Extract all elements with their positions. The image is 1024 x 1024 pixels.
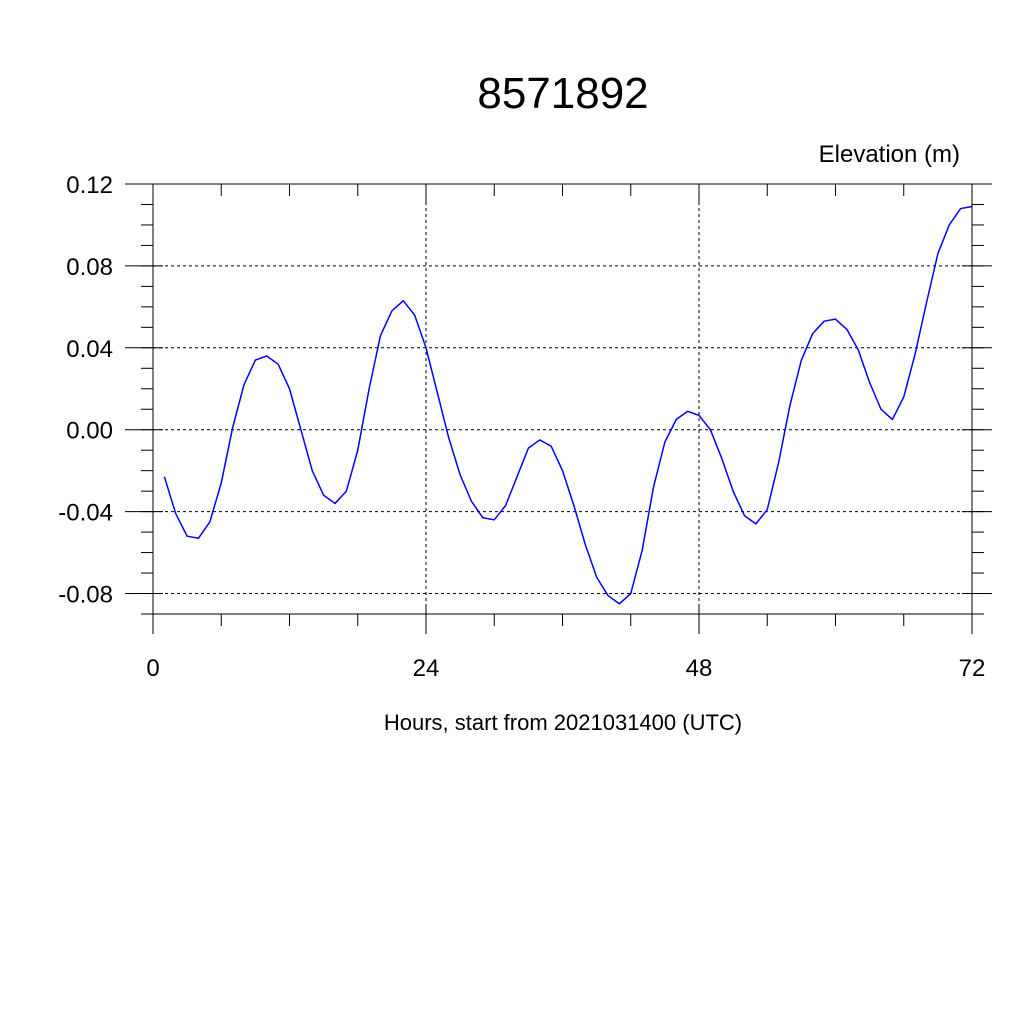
data-point xyxy=(642,550,643,551)
data-point xyxy=(710,429,711,430)
x-tick-label: 24 xyxy=(413,655,440,682)
y-tick-label: 0.08 xyxy=(66,254,113,281)
data-point xyxy=(835,319,836,320)
data-point xyxy=(357,450,358,451)
data-point xyxy=(676,419,677,420)
tick-labels: 0.12 0.08 0.04 0.00 -0.04 -0.08 0 24 48 72 xyxy=(58,172,985,682)
plot-frame xyxy=(152,183,973,615)
data-point xyxy=(926,302,927,303)
data-point xyxy=(209,521,210,522)
data-point xyxy=(539,439,540,440)
data-point xyxy=(255,359,256,360)
data-point xyxy=(744,515,745,516)
data-point xyxy=(164,476,165,477)
data-point xyxy=(198,538,199,539)
data-point xyxy=(846,329,847,330)
data-point xyxy=(278,364,279,365)
data-point xyxy=(607,595,608,596)
data-point xyxy=(187,536,188,537)
data-point xyxy=(403,300,404,301)
data-point xyxy=(289,388,290,389)
data-point xyxy=(687,411,688,412)
x-tick-label: 48 xyxy=(686,655,713,682)
data-point xyxy=(505,505,506,506)
data-point xyxy=(414,314,415,315)
data-point xyxy=(471,501,472,502)
data-point xyxy=(903,396,904,397)
data-point xyxy=(528,448,529,449)
data-point xyxy=(346,491,347,492)
data-point xyxy=(551,445,552,446)
data-point xyxy=(221,482,222,483)
data-point xyxy=(858,349,859,350)
y-tick-label: -0.08 xyxy=(58,582,113,609)
data-point xyxy=(949,224,950,225)
data-point xyxy=(619,603,620,604)
data-point xyxy=(266,355,267,356)
grid xyxy=(153,183,972,614)
major-ticks xyxy=(125,183,992,634)
data-point xyxy=(630,593,631,594)
data-point xyxy=(380,335,381,336)
data-point xyxy=(698,415,699,416)
chart-title: 8571892 xyxy=(477,69,648,118)
data-point xyxy=(767,509,768,510)
minor-ticks xyxy=(141,183,984,626)
x-tick-label: 0 xyxy=(146,655,159,682)
data-point xyxy=(915,353,916,354)
data-point xyxy=(812,333,813,334)
data-point xyxy=(824,321,825,322)
data-point xyxy=(664,441,665,442)
data-point xyxy=(789,405,790,406)
data-point xyxy=(300,429,301,430)
y-tick-label: 0.04 xyxy=(66,336,113,363)
data-point xyxy=(391,310,392,311)
plot-border xyxy=(152,183,973,615)
data-point xyxy=(334,503,335,504)
data-point xyxy=(960,208,961,209)
y-tick-label: -0.04 xyxy=(58,500,113,527)
data-point xyxy=(437,392,438,393)
data-point xyxy=(323,495,324,496)
data-point xyxy=(596,577,597,578)
data-point xyxy=(562,470,563,471)
x-axis-title: Hours, start from 2021031400 (UTC) xyxy=(384,710,742,735)
y-tick-label: 0.12 xyxy=(66,172,113,199)
data-point xyxy=(425,347,426,348)
series-layer xyxy=(163,205,973,605)
data-point xyxy=(869,382,870,383)
data-point xyxy=(880,409,881,410)
data-point xyxy=(653,486,654,487)
data-point xyxy=(460,474,461,475)
data-point xyxy=(516,476,517,477)
data-point xyxy=(369,388,370,389)
data-point xyxy=(448,437,449,438)
data-point xyxy=(573,505,574,506)
data-point xyxy=(778,462,779,463)
data-point xyxy=(755,523,756,524)
data-point xyxy=(232,427,233,428)
data-point xyxy=(243,384,244,385)
data-point xyxy=(733,491,734,492)
data-point xyxy=(482,517,483,518)
y-axis-title: Elevation (m) xyxy=(819,141,960,168)
y-tick-label: 0.00 xyxy=(66,418,113,445)
data-point xyxy=(585,544,586,545)
data-point xyxy=(175,513,176,514)
data-point xyxy=(801,359,802,360)
data-point xyxy=(892,419,893,420)
data-point xyxy=(937,253,938,254)
data-point xyxy=(721,458,722,459)
series-line xyxy=(163,205,973,605)
x-tick-label: 72 xyxy=(959,655,986,682)
data-point xyxy=(494,519,495,520)
data-point xyxy=(312,470,313,471)
